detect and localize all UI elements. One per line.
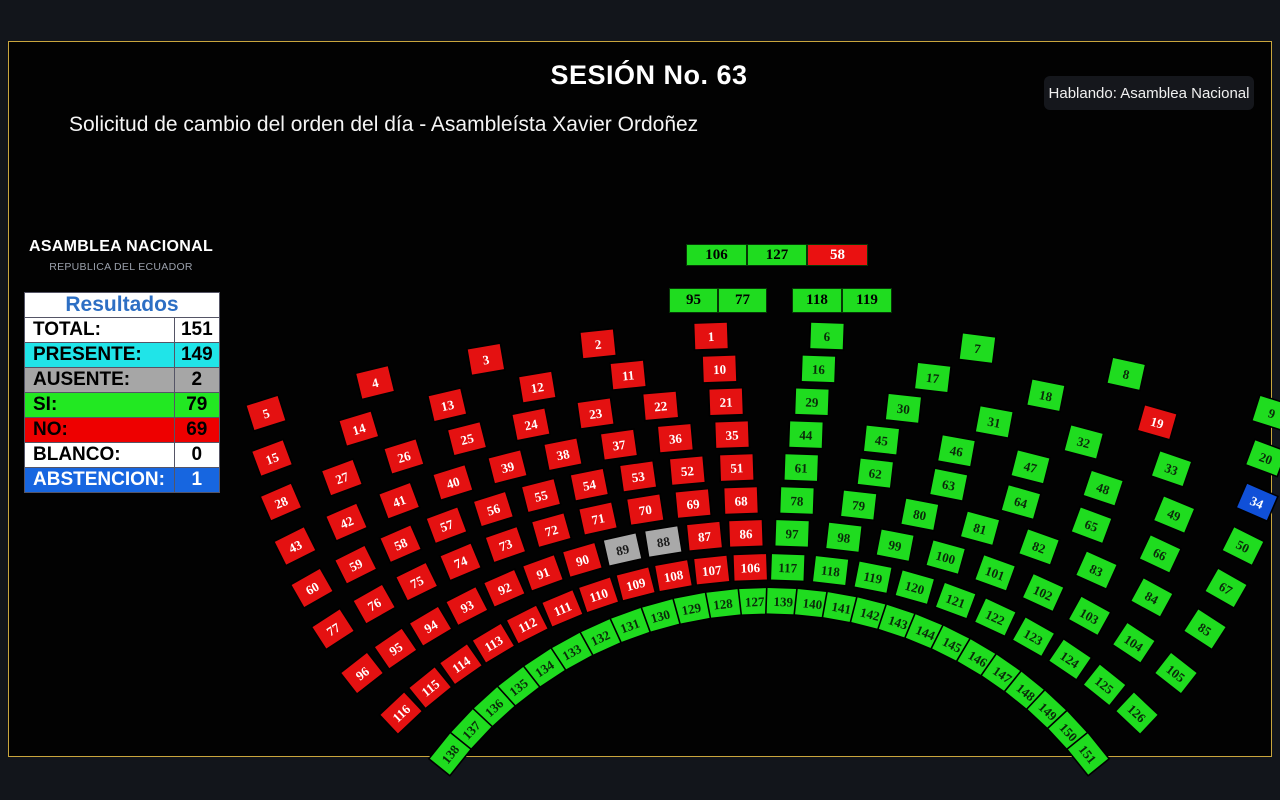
svg-text:52: 52: [680, 463, 694, 479]
svg-text:86: 86: [739, 526, 753, 541]
svg-text:36: 36: [668, 431, 683, 447]
svg-text:51: 51: [730, 460, 744, 475]
svg-text:6: 6: [823, 329, 831, 344]
svg-text:127: 127: [745, 594, 766, 610]
svg-text:79: 79: [851, 497, 866, 513]
svg-text:23: 23: [588, 405, 603, 422]
svg-text:87: 87: [697, 529, 712, 545]
svg-text:139: 139: [773, 594, 794, 610]
svg-text:68: 68: [734, 493, 748, 508]
svg-text:70: 70: [638, 502, 653, 519]
svg-text:80: 80: [912, 506, 928, 523]
svg-text:30: 30: [896, 401, 911, 417]
svg-text:106: 106: [740, 560, 761, 576]
svg-text:21: 21: [719, 395, 733, 410]
svg-text:107: 107: [701, 562, 722, 579]
svg-text:69: 69: [686, 496, 701, 512]
svg-text:22: 22: [654, 398, 668, 414]
svg-text:98: 98: [836, 530, 851, 546]
svg-text:45: 45: [874, 432, 889, 448]
svg-text:97: 97: [785, 526, 799, 541]
svg-text:118: 118: [820, 563, 841, 580]
svg-text:17: 17: [925, 370, 940, 386]
svg-text:35: 35: [725, 427, 739, 442]
svg-text:62: 62: [868, 465, 883, 481]
svg-text:29: 29: [805, 395, 819, 410]
svg-text:10: 10: [713, 362, 727, 377]
svg-text:78: 78: [790, 493, 804, 508]
svg-text:128: 128: [712, 595, 734, 612]
svg-text:31: 31: [986, 414, 1002, 431]
svg-text:53: 53: [631, 468, 646, 485]
svg-text:37: 37: [611, 437, 626, 454]
svg-text:117: 117: [778, 560, 798, 576]
svg-text:140: 140: [802, 595, 823, 612]
svg-text:11: 11: [621, 367, 635, 383]
svg-text:61: 61: [794, 460, 808, 475]
svg-text:44: 44: [799, 427, 813, 442]
svg-text:1: 1: [708, 329, 715, 344]
svg-text:16: 16: [812, 362, 826, 377]
svg-text:12: 12: [530, 379, 545, 396]
